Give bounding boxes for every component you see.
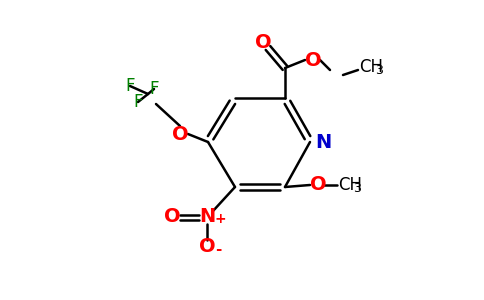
Text: F: F xyxy=(125,77,135,95)
Text: O: O xyxy=(255,34,272,52)
Text: 3: 3 xyxy=(353,182,361,196)
Text: O: O xyxy=(305,50,322,70)
Text: O: O xyxy=(164,208,181,226)
Text: CH: CH xyxy=(338,176,362,194)
Text: N: N xyxy=(199,208,215,226)
Text: N: N xyxy=(315,133,331,152)
Text: +: + xyxy=(215,212,227,226)
Text: F: F xyxy=(149,80,159,98)
Text: 3: 3 xyxy=(375,64,383,77)
Text: F: F xyxy=(133,93,143,111)
Text: O: O xyxy=(172,124,188,143)
Text: O: O xyxy=(199,238,215,256)
Text: -: - xyxy=(215,242,221,257)
Text: O: O xyxy=(310,176,327,194)
Text: CH: CH xyxy=(359,58,383,76)
